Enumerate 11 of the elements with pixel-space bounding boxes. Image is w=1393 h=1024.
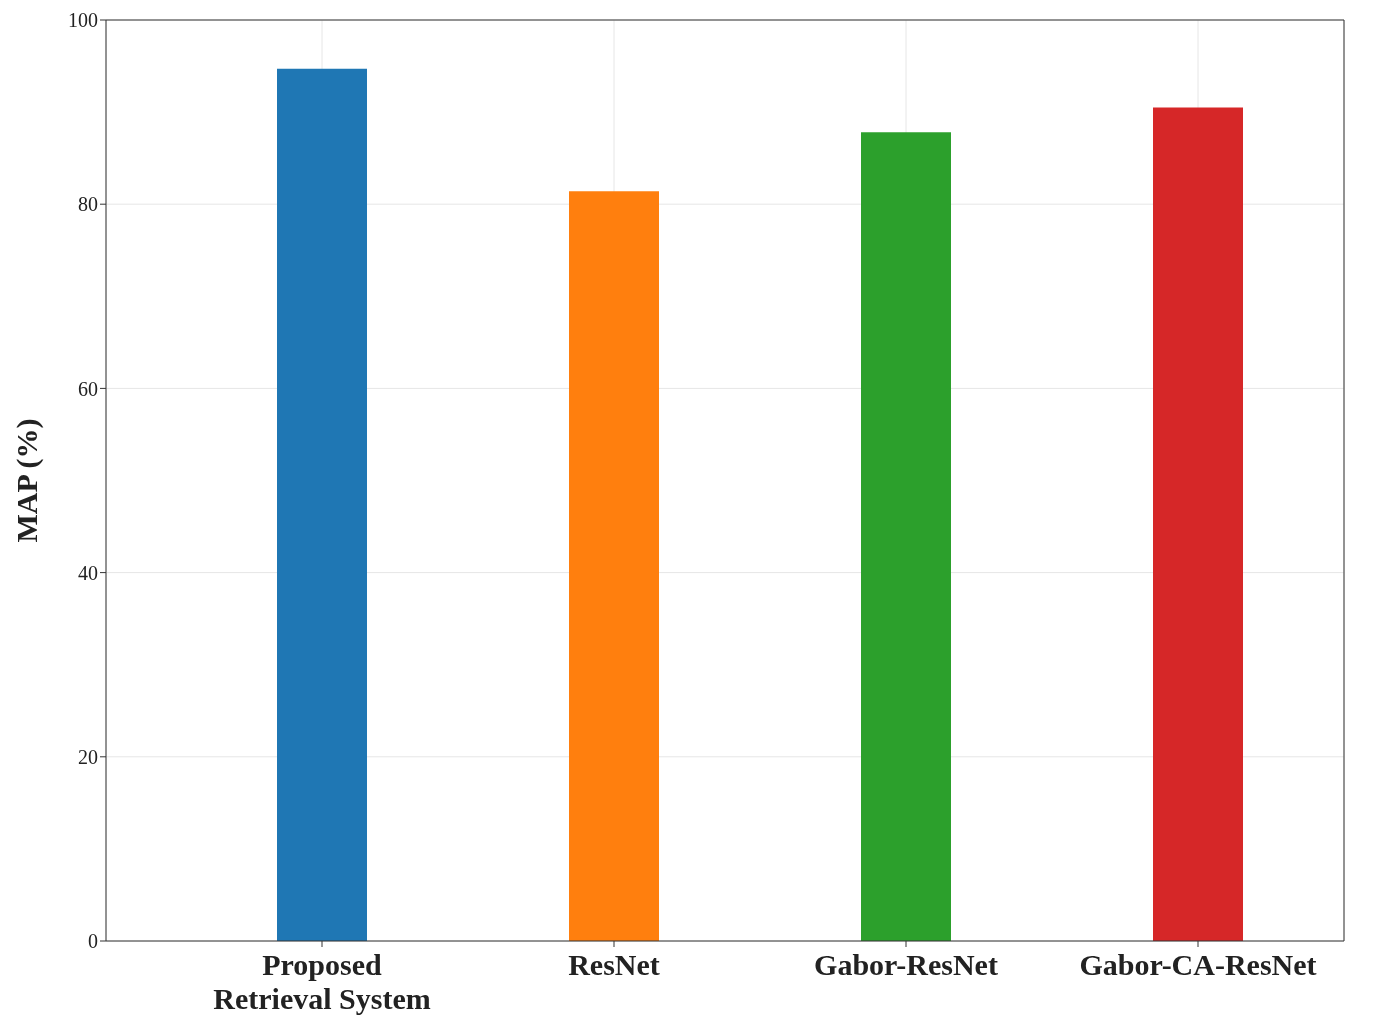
- x-tick-label: Gabor-ResNet: [814, 948, 998, 981]
- y-tick-label: 0: [88, 930, 98, 953]
- y-axis-title: MAP (%): [9, 418, 44, 543]
- x-tick-label: ResNet: [568, 948, 660, 981]
- y-tick-label: 80: [78, 193, 98, 216]
- y-tick-label: 40: [78, 561, 98, 584]
- y-tick-label: 60: [78, 377, 98, 400]
- x-tick-label: Proposed Retrieval System: [213, 948, 431, 1015]
- y-tick-label: 100: [68, 9, 98, 32]
- x-tick-label: Gabor-CA-ResNet: [1079, 948, 1317, 981]
- y-tick-label: 20: [78, 745, 98, 768]
